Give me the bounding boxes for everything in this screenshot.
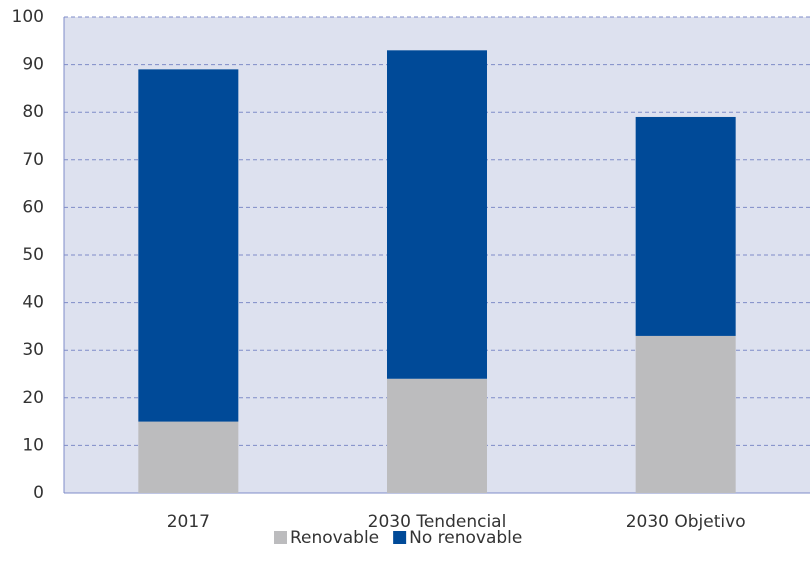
legend-swatch <box>393 531 407 544</box>
y-tick-label: 30 <box>22 340 44 360</box>
y-tick-label: 70 <box>22 150 44 170</box>
y-tick-label: 80 <box>22 102 44 122</box>
y-tick-label: 0 <box>33 483 44 503</box>
y-tick-label: 20 <box>22 388 44 408</box>
x-tick-label: 2030 Tendencial <box>368 512 507 532</box>
legend-label: Renovable <box>290 528 379 548</box>
y-tick-label: 60 <box>22 197 44 217</box>
y-tick-label: 90 <box>22 55 44 75</box>
legend-label: No renovable <box>409 528 522 548</box>
y-tick-label: 10 <box>22 435 44 455</box>
legend-swatch <box>274 531 287 544</box>
y-tick-label: 40 <box>22 293 44 313</box>
bar-segment <box>138 421 239 493</box>
y-tick-label: 100 <box>12 7 44 27</box>
bar-segment <box>387 378 487 493</box>
x-tick-label: 2017 <box>167 512 210 532</box>
bar-segment <box>387 50 487 379</box>
bar-segment <box>635 335 736 493</box>
bar-segment <box>138 69 239 422</box>
y-tick-label: 50 <box>22 245 44 265</box>
x-tick-label: 2030 Objetivo <box>626 512 746 532</box>
bar-segment <box>635 116 736 336</box>
